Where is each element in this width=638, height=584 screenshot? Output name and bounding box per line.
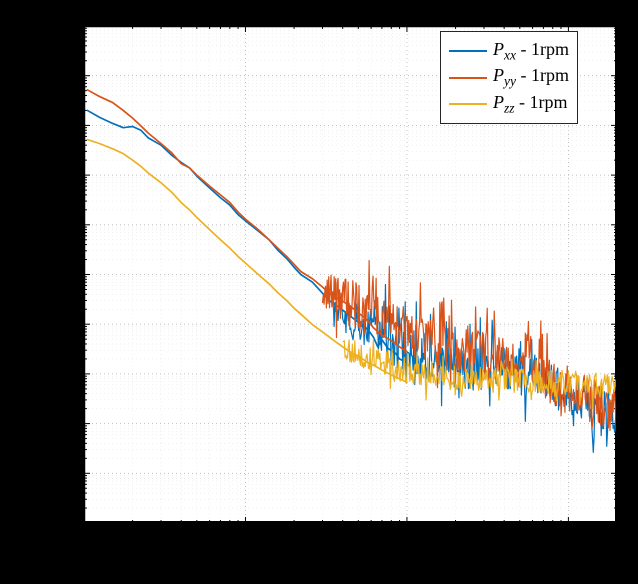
legend-label: Pxx - 1rpm xyxy=(493,38,569,64)
chart-container: Pxx - 1rpmPyy - 1rpmPzz - 1rpm xyxy=(0,0,638,584)
legend-swatch xyxy=(449,77,487,79)
legend-label: Pzz - 1rpm xyxy=(493,91,568,117)
series-line-Pzz xyxy=(87,140,407,383)
series-noise-Pyy xyxy=(323,261,618,432)
legend-entry-Pyy: Pyy - 1rpm xyxy=(449,64,569,90)
series xyxy=(87,90,617,453)
legend-swatch xyxy=(449,50,487,52)
legend-label: Pyy - 1rpm xyxy=(493,64,569,90)
legend-swatch xyxy=(449,103,487,105)
legend-entry-Pxx: Pxx - 1rpm xyxy=(449,38,569,64)
series-line-Pyy xyxy=(87,90,407,352)
series-line-Pxx xyxy=(87,110,407,362)
legend-entry-Pzz: Pzz - 1rpm xyxy=(449,91,569,117)
legend: Pxx - 1rpmPyy - 1rpmPzz - 1rpm xyxy=(440,31,578,124)
